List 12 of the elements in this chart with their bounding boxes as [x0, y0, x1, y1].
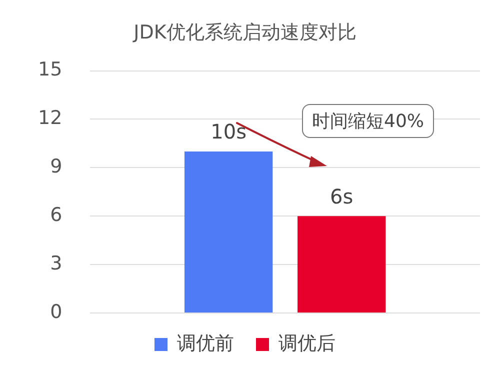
y-tick-label: 15 [38, 58, 62, 81]
data-label: 6s [330, 184, 354, 208]
y-tick-label: 12 [38, 107, 62, 130]
annotation: 时间缩短40% [302, 104, 434, 138]
y-tick-label: 0 [50, 300, 62, 323]
chart-title: JDK优化系统启动速度对比 [132, 21, 356, 44]
legend-label: 调优后 [278, 332, 336, 354]
y-tick-label: 3 [50, 252, 62, 274]
y-tick-label: 9 [50, 156, 62, 178]
legend-label: 调优前 [177, 332, 234, 354]
y-tick-label: 6 [50, 204, 62, 226]
data-label: 10s [210, 120, 246, 144]
